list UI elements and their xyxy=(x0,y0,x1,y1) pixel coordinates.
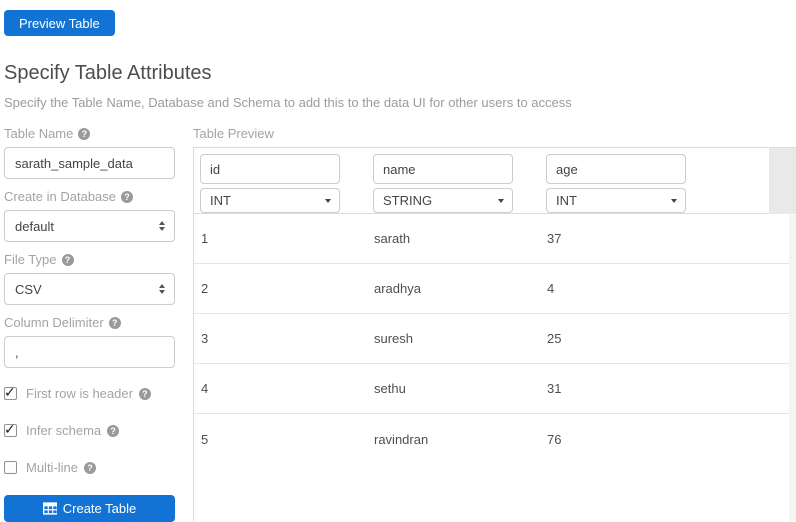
help-icon[interactable]: ? xyxy=(121,190,134,203)
infer-schema-label: Infer schema xyxy=(26,423,102,438)
cell: ravindran xyxy=(374,431,429,447)
vertical-scrollbar[interactable] xyxy=(789,215,796,521)
cell: 1 xyxy=(201,231,209,246)
help-icon[interactable]: ? xyxy=(108,316,121,329)
first-row-header-label: First row is header xyxy=(26,386,133,401)
table-preview-label: Table Preview xyxy=(193,126,274,141)
table-row: 5 ravindran 76 xyxy=(194,414,796,464)
field-file-type: File Type ? CSV xyxy=(4,252,175,305)
database-label-text: Create in Database xyxy=(4,189,117,204)
database-label: Create in Database ? xyxy=(4,189,175,204)
column-header-band: INT STRING xyxy=(194,148,796,214)
page-subtitle: Specify the Table Name, Database and Sch… xyxy=(4,95,572,110)
column-name-input[interactable] xyxy=(200,154,340,184)
cell: aradhya xyxy=(374,281,421,296)
delimiter-input[interactable] xyxy=(4,336,175,368)
cell: 4 xyxy=(547,281,555,296)
multi-line-checkbox[interactable] xyxy=(4,461,17,474)
table-name-label: Table Name ? xyxy=(4,126,175,141)
cell: suresh xyxy=(374,331,414,346)
cell: sarath xyxy=(374,231,411,246)
field-delimiter: Column Delimiter ? xyxy=(4,315,175,368)
table-icon xyxy=(42,502,57,515)
table-preview-section: Table Preview INT STRING xyxy=(193,126,796,522)
cell: 3 xyxy=(201,331,209,346)
column-header-age: INT xyxy=(546,154,719,213)
cell: 5 xyxy=(201,431,209,447)
column-type-select[interactable]: INT xyxy=(200,188,340,213)
column-header-name: STRING xyxy=(373,154,546,213)
delimiter-label: Column Delimiter ? xyxy=(4,315,175,330)
infer-schema-option: Infer schema ? xyxy=(4,421,175,438)
column-name-input[interactable] xyxy=(546,154,686,184)
preview-table-button[interactable]: Preview Table xyxy=(4,10,115,36)
multi-line-option: Multi-line ? xyxy=(4,460,175,475)
help-icon[interactable]: ? xyxy=(78,127,91,140)
file-type-label-text: File Type xyxy=(4,252,57,267)
table-row: 1 sarath 37 xyxy=(194,214,796,264)
create-table-button[interactable]: Create Table xyxy=(4,495,175,522)
infer-schema-checkbox[interactable] xyxy=(4,421,17,438)
column-name-input[interactable] xyxy=(373,154,513,184)
table-preview-panel: INT STRING xyxy=(193,147,796,521)
field-database: Create in Database ? default xyxy=(4,189,175,242)
table-attributes-form: Table Name ? Create in Database ? defaul… xyxy=(4,126,175,522)
cell: 2 xyxy=(201,281,209,296)
help-icon[interactable]: ? xyxy=(84,461,97,474)
help-icon[interactable]: ? xyxy=(61,253,74,266)
header-corner-filler xyxy=(769,148,796,214)
cell: 25 xyxy=(547,331,562,346)
delimiter-label-text: Column Delimiter xyxy=(4,315,104,330)
create-table-button-label: Create Table xyxy=(62,501,137,516)
help-icon[interactable]: ? xyxy=(107,424,120,437)
help-icon[interactable]: ? xyxy=(138,387,151,400)
multi-line-label: Multi-line xyxy=(26,460,79,475)
cell: 37 xyxy=(547,231,562,246)
database-select[interactable]: default xyxy=(4,210,175,242)
cell: 31 xyxy=(547,381,562,396)
first-row-header-checkbox[interactable] xyxy=(4,384,17,401)
main-content: Table Name ? Create in Database ? defaul… xyxy=(4,126,796,522)
first-row-header-option: First row is header ? xyxy=(4,384,175,401)
table-row: 3 suresh 25 xyxy=(194,314,796,364)
file-type-select[interactable]: CSV xyxy=(4,273,175,305)
table-row: 4 sethu 31 xyxy=(194,364,796,414)
column-type-select[interactable]: INT xyxy=(546,188,686,213)
table-name-input[interactable] xyxy=(4,147,175,179)
cell: 4 xyxy=(201,381,209,396)
cell: 76 xyxy=(547,431,562,447)
table-name-label-text: Table Name xyxy=(4,126,74,141)
column-type-select[interactable]: STRING xyxy=(373,188,513,213)
cell: sethu xyxy=(374,381,406,396)
preview-rows: 1 sarath 37 2 aradhya 4 3 suresh 25 4 se… xyxy=(194,214,796,464)
file-type-label: File Type ? xyxy=(4,252,175,267)
table-row: 2 aradhya 4 xyxy=(194,264,796,314)
column-header-id: INT xyxy=(200,154,373,213)
page-title: Specify Table Attributes xyxy=(4,62,212,84)
field-table-name: Table Name ? xyxy=(4,126,175,179)
options-group: First row is header ? Infer schema ? Mul… xyxy=(4,384,175,475)
